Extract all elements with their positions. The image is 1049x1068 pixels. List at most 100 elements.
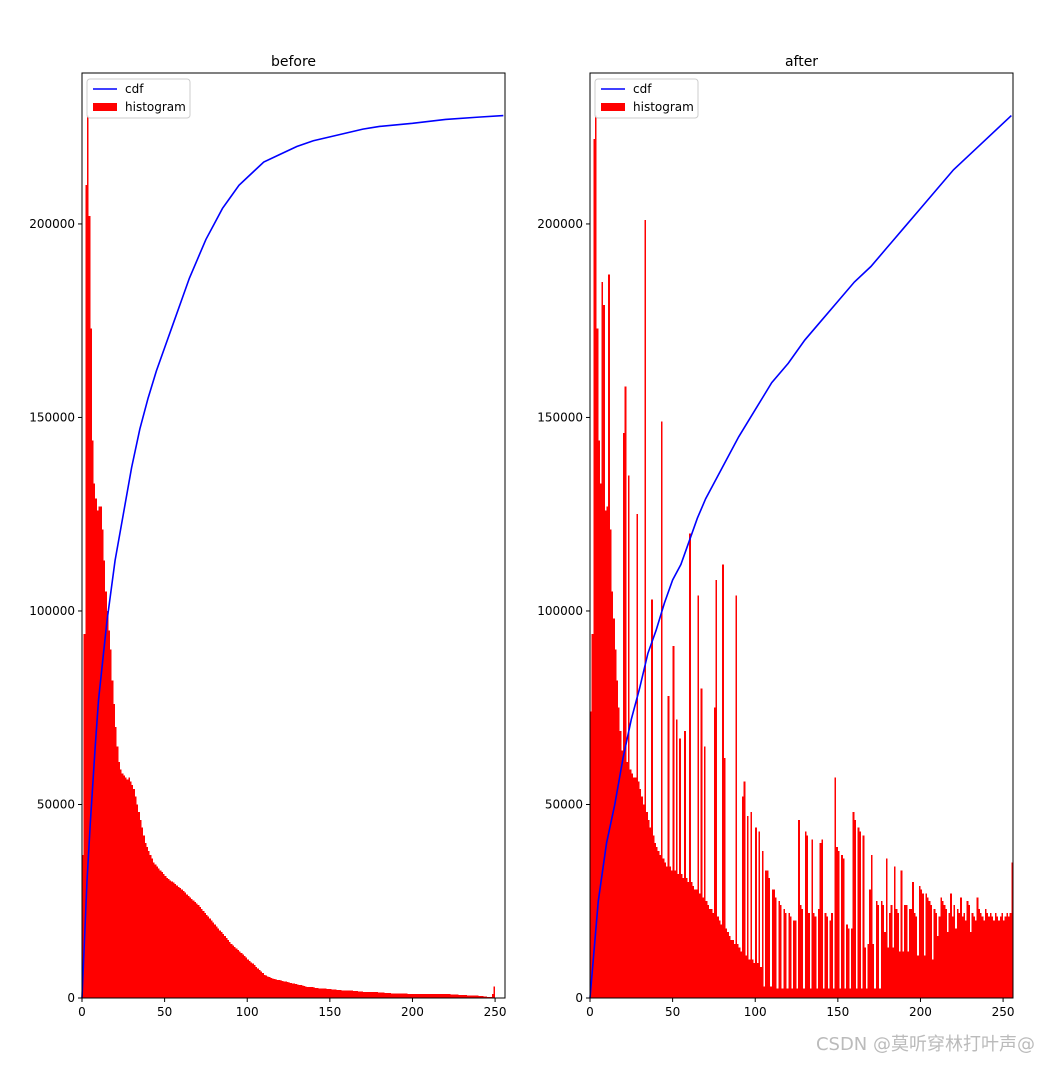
histogram-bar (95, 498, 97, 998)
histogram-bar (628, 475, 630, 998)
histogram-bar (98, 506, 101, 998)
histogram-bar (85, 185, 87, 998)
histogram-bar (321, 988, 324, 998)
histogram-bar (639, 789, 642, 998)
histogram-bar (341, 990, 344, 998)
histogram-bar (869, 889, 871, 998)
histogram-bar (659, 854, 662, 998)
histogram-bar (116, 746, 119, 998)
histogram-bar (958, 912, 961, 998)
legend-label: histogram (125, 100, 186, 114)
legend-label: cdf (125, 82, 144, 96)
x-tick-label: 100 (744, 1005, 767, 1019)
histogram-bar (662, 858, 665, 998)
histogram-bar (935, 912, 937, 998)
histogram-bar (761, 850, 764, 998)
histogram-bar (780, 905, 782, 998)
histogram-bar (83, 634, 86, 998)
histogram-bar (420, 994, 423, 998)
histogram-bar (389, 992, 391, 998)
histogram-bar (248, 961, 251, 998)
histogram-bar (138, 812, 140, 998)
histogram-bar (490, 996, 492, 998)
histogram-bar (433, 994, 436, 998)
histogram-bar (336, 989, 339, 998)
x-tick-label: 0 (586, 1005, 594, 1019)
histogram-bar (452, 994, 454, 998)
histogram-bar (220, 932, 223, 998)
histogram-bar (943, 905, 946, 998)
histogram-bar (902, 951, 904, 998)
x-tick-label: 100 (236, 1005, 259, 1019)
histogram-bar (473, 995, 476, 998)
histogram-bar (417, 994, 420, 998)
histogram-bar (243, 956, 246, 998)
histogram-bar (803, 988, 805, 998)
histogram-bar (619, 730, 622, 998)
histogram-bar (447, 994, 449, 998)
histogram-bar (822, 988, 825, 998)
histogram-bar (875, 901, 878, 998)
histogram-bar (440, 994, 443, 998)
histogram-bar (171, 881, 173, 998)
histogram-bar (898, 951, 901, 998)
histogram-bar (281, 980, 284, 998)
histogram-bar (837, 850, 840, 998)
histogram-bar (372, 992, 375, 998)
histogram-bar (880, 901, 883, 998)
histogram-bar (712, 912, 714, 998)
histogram-bar (677, 874, 680, 998)
histogram-bar (134, 796, 137, 998)
histogram-bar (286, 982, 289, 998)
histogram-bar (743, 781, 746, 998)
histogram-bar (596, 328, 599, 998)
histogram-bar (912, 881, 914, 998)
histogram-bar (404, 993, 406, 998)
histogram-bar (465, 994, 467, 998)
histogram-bar (308, 986, 311, 998)
histogram-bar (91, 440, 94, 998)
histogram-bar (225, 938, 228, 998)
histogram-bar (773, 889, 776, 998)
x-tick-label: 0 (78, 1005, 86, 1019)
histogram-bar (631, 773, 633, 998)
histogram-bar (824, 912, 827, 998)
histogram-bar (680, 874, 683, 998)
histogram-bar (832, 988, 835, 998)
histogram-bar (237, 950, 239, 998)
histogram-bar (632, 777, 635, 998)
histogram-bar (892, 947, 895, 998)
histogram-bar (784, 912, 787, 998)
histogram-bar (480, 996, 482, 998)
histogram-bar (788, 912, 790, 998)
histogram-bar (831, 912, 833, 998)
histogram-bar (192, 900, 195, 998)
histogram-bar (344, 990, 347, 998)
histogram-bar (177, 886, 180, 998)
histogram-bar (847, 928, 850, 998)
histogram-bar (319, 988, 322, 998)
x-tick-label: 50 (665, 1005, 680, 1019)
histogram-bar (702, 897, 705, 998)
histogram-bar (674, 870, 676, 998)
histogram-bar (242, 954, 244, 998)
histogram-bar (768, 878, 771, 998)
cdf-line (81, 114, 504, 999)
histogram-bar (405, 993, 408, 998)
histogram-bar (290, 982, 292, 998)
y-tick-label: 150000 (29, 410, 75, 424)
histogram-bar (162, 874, 165, 998)
histogram-bar (971, 912, 974, 998)
histogram-bar (684, 730, 686, 998)
histogram-bar (842, 858, 845, 998)
histogram-bar (948, 912, 951, 998)
histogram-bar (196, 903, 198, 998)
histogram-bar (753, 963, 756, 998)
histogram-bar (642, 804, 645, 998)
histogram-bar (594, 115, 597, 998)
histogram-bar (149, 854, 152, 998)
histogram-bar (1008, 916, 1010, 998)
histogram-bar (118, 761, 121, 998)
histogram-bar (460, 994, 463, 998)
histogram-bar (725, 928, 728, 998)
